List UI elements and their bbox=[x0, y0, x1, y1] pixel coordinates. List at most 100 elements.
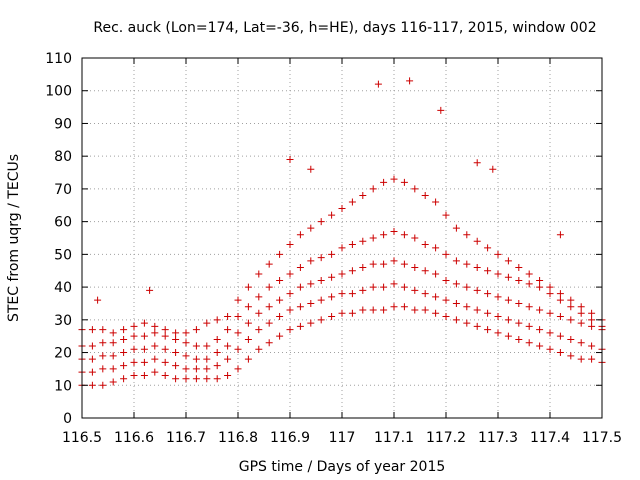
data-point bbox=[296, 263, 304, 271]
data-point bbox=[224, 355, 232, 363]
data-point bbox=[390, 227, 398, 235]
y-tick-label: 50 bbox=[54, 247, 72, 263]
data-point bbox=[276, 313, 284, 321]
data-point bbox=[317, 254, 325, 262]
data-point bbox=[494, 329, 502, 337]
data-point bbox=[504, 316, 512, 324]
data-point bbox=[494, 313, 502, 321]
data-point bbox=[146, 286, 154, 294]
data-point bbox=[588, 355, 596, 363]
data-point bbox=[276, 250, 284, 258]
data-point bbox=[328, 313, 336, 321]
data-point bbox=[203, 355, 211, 363]
y-tick-label: 80 bbox=[54, 149, 72, 165]
data-point bbox=[244, 355, 252, 363]
data-point bbox=[172, 375, 180, 383]
data-point bbox=[484, 290, 492, 298]
data-point bbox=[234, 313, 242, 321]
data-point bbox=[390, 303, 398, 311]
data-point bbox=[161, 332, 169, 340]
data-point bbox=[359, 191, 367, 199]
data-point bbox=[504, 332, 512, 340]
data-point bbox=[213, 316, 221, 324]
data-point bbox=[265, 339, 273, 347]
data-point bbox=[307, 165, 315, 173]
data-point bbox=[348, 241, 356, 249]
data-point bbox=[265, 319, 273, 327]
data-point bbox=[99, 352, 107, 360]
data-point bbox=[109, 339, 117, 347]
data-point bbox=[411, 185, 419, 193]
data-point bbox=[151, 322, 159, 330]
data-point bbox=[130, 371, 138, 379]
data-point bbox=[525, 303, 533, 311]
data-point bbox=[244, 319, 252, 327]
data-point bbox=[432, 270, 440, 278]
data-point bbox=[286, 326, 294, 334]
data-point bbox=[421, 267, 429, 275]
data-point bbox=[244, 283, 252, 291]
data-point bbox=[390, 280, 398, 288]
data-point bbox=[380, 178, 388, 186]
data-point bbox=[504, 273, 512, 281]
data-point bbox=[94, 296, 102, 304]
x-tick-label: 117.3 bbox=[478, 430, 518, 446]
data-point bbox=[556, 313, 564, 321]
data-point bbox=[515, 319, 523, 327]
data-point bbox=[192, 365, 200, 373]
data-point bbox=[421, 290, 429, 298]
data-point bbox=[546, 283, 554, 291]
data-point bbox=[442, 211, 450, 219]
data-point bbox=[348, 290, 356, 298]
data-point bbox=[120, 362, 128, 370]
data-point bbox=[317, 296, 325, 304]
data-point bbox=[525, 270, 533, 278]
data-point bbox=[120, 349, 128, 357]
grid bbox=[82, 58, 602, 418]
data-point bbox=[130, 332, 138, 340]
data-point bbox=[338, 244, 346, 252]
data-point bbox=[338, 205, 346, 213]
data-point bbox=[120, 326, 128, 334]
data-point bbox=[203, 365, 211, 373]
y-tick-label: 90 bbox=[54, 116, 72, 132]
data-point bbox=[276, 296, 284, 304]
data-point bbox=[556, 332, 564, 340]
data-point bbox=[88, 355, 96, 363]
data-point bbox=[432, 244, 440, 252]
y-tick-label: 10 bbox=[54, 378, 72, 394]
data-point bbox=[255, 309, 263, 317]
data-point bbox=[99, 326, 107, 334]
data-point bbox=[588, 316, 596, 324]
data-point bbox=[192, 375, 200, 383]
data-point bbox=[161, 326, 169, 334]
data-point bbox=[588, 309, 596, 317]
y-tick-label: 70 bbox=[54, 182, 72, 198]
data-point bbox=[374, 80, 382, 88]
data-point bbox=[452, 280, 460, 288]
data-point bbox=[234, 329, 242, 337]
data-point bbox=[411, 234, 419, 242]
data-point bbox=[369, 234, 377, 242]
data-point bbox=[577, 319, 585, 327]
data-point bbox=[432, 198, 440, 206]
data-point bbox=[369, 185, 377, 193]
data-point bbox=[192, 342, 200, 350]
data-point bbox=[109, 329, 117, 337]
data-point bbox=[588, 322, 596, 330]
data-point bbox=[556, 231, 564, 239]
data-point bbox=[577, 355, 585, 363]
data-point bbox=[255, 326, 263, 334]
x-tick-label: 116.5 bbox=[62, 430, 102, 446]
data-point bbox=[536, 283, 544, 291]
data-point bbox=[588, 342, 596, 350]
data-point bbox=[556, 296, 564, 304]
data-point bbox=[473, 322, 481, 330]
data-point bbox=[140, 332, 148, 340]
data-point bbox=[452, 224, 460, 232]
data-point bbox=[359, 286, 367, 294]
data-point bbox=[213, 349, 221, 357]
data-point bbox=[546, 309, 554, 317]
data-point bbox=[400, 260, 408, 268]
data-point bbox=[286, 270, 294, 278]
